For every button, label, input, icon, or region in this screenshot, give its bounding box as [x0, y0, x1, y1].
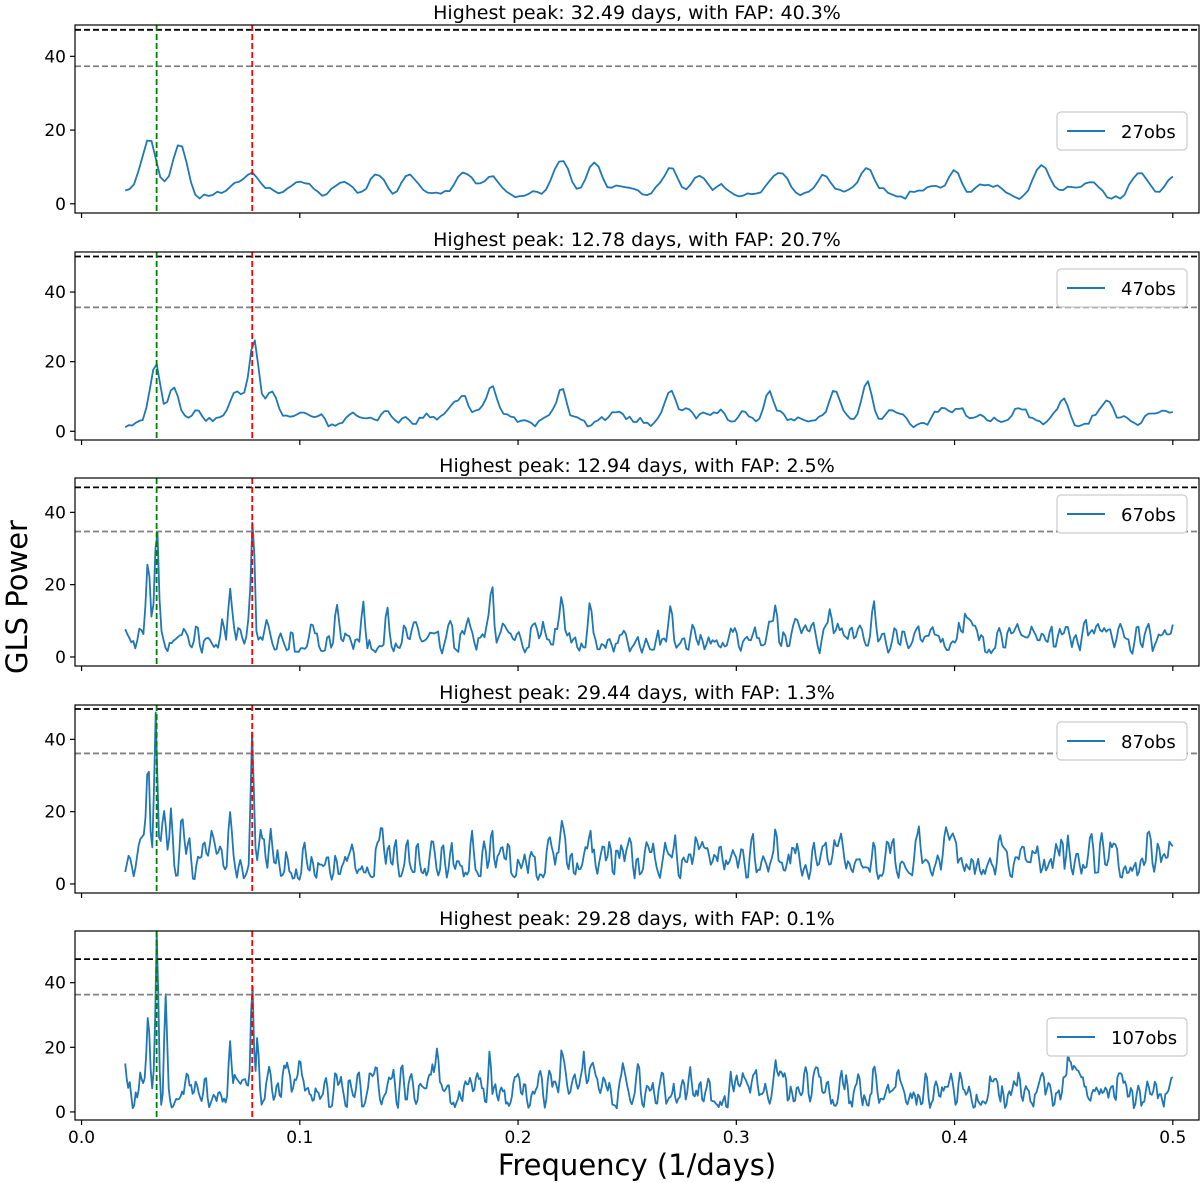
x-tick-label: 0.3: [723, 1128, 750, 1148]
legend: 67obs: [1056, 494, 1188, 534]
y-tick-label: 0: [55, 875, 66, 895]
series-line: [124, 521, 1174, 655]
panel-frame: [74, 704, 1200, 894]
x-tick-label: 0.2: [505, 1128, 532, 1148]
legend-label: 47obs: [1121, 279, 1176, 300]
panel-frame: [74, 251, 1200, 441]
x-tick-label: 0.5: [1159, 1128, 1186, 1148]
panel-4: Highest peak: 29.44 days, with FAP: 1.3%…: [44, 682, 1200, 898]
legend-box: [1046, 1017, 1188, 1057]
legend: 107obs: [1046, 1017, 1188, 1057]
panel-frame: [74, 24, 1200, 214]
y-tick-label: 20: [44, 121, 66, 141]
panel-frame: [74, 930, 1200, 1121]
panel-3: Highest peak: 12.94 days, with FAP: 2.5%…: [44, 455, 1200, 671]
panel-frame: [74, 477, 1200, 667]
series-line: [124, 711, 1174, 881]
y-tick-label: 40: [44, 283, 66, 303]
panels-layer: Highest peak: 32.49 days, with FAP: 40.3…: [44, 2, 1200, 1148]
y-tick-label: 40: [44, 503, 66, 523]
x-tick-label: 0.4: [941, 1128, 968, 1148]
legend: 87obs: [1056, 721, 1188, 761]
y-tick-label: 0: [55, 648, 66, 668]
y-tick-label: 40: [44, 47, 66, 67]
x-tick-label: 0.0: [68, 1128, 95, 1148]
panel-title: Highest peak: 29.28 days, with FAP: 0.1%: [439, 908, 835, 930]
series-line: [124, 139, 1174, 200]
y-tick-label: 0: [55, 195, 66, 215]
panel-title: Highest peak: 12.94 days, with FAP: 2.5%: [439, 455, 835, 477]
legend: 27obs: [1056, 111, 1188, 151]
x-tick-label: 0.1: [286, 1128, 313, 1148]
legend-box: [1056, 111, 1188, 151]
series-line: [124, 931, 1174, 1110]
y-tick-label: 0: [55, 422, 66, 442]
panel-5: Highest peak: 29.28 days, with FAP: 0.1%…: [44, 908, 1200, 1148]
legend: 47obs: [1056, 268, 1188, 308]
legend-box: [1056, 721, 1188, 761]
y-tick-label: 20: [44, 576, 66, 596]
x-axis-label: Frequency (1/days): [498, 1148, 776, 1182]
y-tick-label: 40: [44, 730, 66, 750]
legend-label: 67obs: [1121, 505, 1176, 526]
legend-label: 107obs: [1111, 1028, 1177, 1049]
legend-label: 27obs: [1121, 122, 1176, 143]
legend-box: [1056, 494, 1188, 534]
y-tick-label: 20: [44, 353, 66, 373]
y-tick-label: 20: [44, 803, 66, 823]
panel-1: Highest peak: 32.49 days, with FAP: 40.3…: [44, 2, 1200, 218]
legend-label: 87obs: [1121, 732, 1176, 753]
panel-title: Highest peak: 32.49 days, with FAP: 40.3…: [433, 2, 841, 24]
legend-box: [1056, 268, 1188, 308]
series-line: [124, 339, 1173, 429]
y-axis-label: GLS Power: [0, 520, 34, 674]
y-tick-label: 20: [44, 1038, 66, 1058]
panel-title: Highest peak: 12.78 days, with FAP: 20.7…: [433, 229, 841, 251]
y-tick-label: 40: [44, 974, 66, 994]
panel-2: Highest peak: 12.78 days, with FAP: 20.7…: [44, 229, 1200, 445]
y-tick-label: 0: [55, 1103, 66, 1123]
panel-title: Highest peak: 29.44 days, with FAP: 1.3%: [439, 682, 835, 704]
